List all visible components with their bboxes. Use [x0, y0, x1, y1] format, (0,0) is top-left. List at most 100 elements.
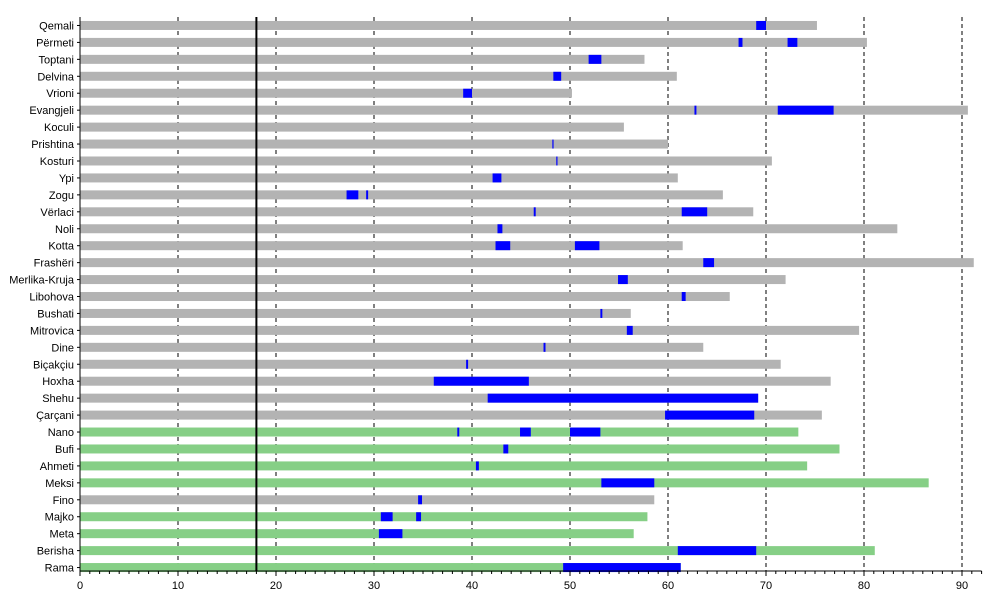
row-label: Meksi	[45, 478, 74, 490]
bar-highlight-segment	[703, 258, 715, 268]
bar-row-frasheri	[80, 258, 974, 268]
bar-highlight-segment	[433, 376, 529, 386]
bar-base	[80, 105, 968, 115]
bar-row-majko	[80, 512, 648, 522]
bar-highlight-segment	[563, 563, 681, 573]
bar-base	[80, 54, 645, 64]
row-labels: Qemali Përmeti Toptani Delvina Vrioni Evangje…	[9, 20, 75, 574]
bar-highlight-segment	[556, 156, 558, 166]
bar-highlight-segment	[492, 173, 502, 183]
row-label: Merlika-Kruja	[9, 275, 75, 287]
bar-row-zogu	[80, 190, 723, 200]
bar-row-permeti	[80, 37, 867, 47]
bar-base	[80, 308, 631, 318]
bar-row-dine	[80, 342, 704, 352]
bar-row-ahmeti	[80, 461, 808, 471]
bar-base	[80, 88, 572, 98]
row-label: Prishtina	[31, 139, 75, 151]
bar-base	[80, 512, 648, 522]
bar-row-meta	[80, 529, 634, 539]
bar-highlight-segment	[618, 275, 628, 285]
bar-highlight-segment	[681, 292, 686, 302]
row-label: Bufi	[55, 444, 74, 456]
bar-highlight-segment	[520, 427, 531, 437]
row-label: Çarçani	[36, 410, 74, 422]
bar-highlight-segment	[787, 37, 798, 47]
bar-highlight-segment	[570, 427, 601, 437]
bar-highlight-segment	[756, 20, 766, 30]
bar-highlight-segment	[366, 190, 369, 200]
bar-highlight-segment	[466, 359, 469, 369]
bar-base	[80, 241, 683, 251]
bar-base	[80, 37, 867, 47]
bar-highlight-segment	[495, 241, 511, 251]
row-label: Frashëri	[34, 258, 74, 270]
row-label: Toptani	[39, 54, 74, 66]
row-label: Ypi	[59, 173, 74, 185]
x-tick-label: 30	[368, 580, 380, 592]
bar-base	[80, 275, 786, 285]
bar-base	[80, 292, 730, 302]
bar-base	[80, 156, 772, 166]
bar-highlight-segment	[543, 342, 546, 352]
x-tick-label: 20	[270, 580, 282, 592]
x-tick-label: 60	[662, 580, 674, 592]
row-label: Delvina	[37, 71, 75, 83]
row-label: Koculi	[44, 122, 74, 134]
x-tick-label: 80	[858, 580, 870, 592]
bar-row-kosturi	[80, 156, 772, 166]
bar-highlight-segment	[346, 190, 359, 200]
row-label: Fino	[53, 495, 74, 507]
bar-highlight-segment	[677, 546, 757, 556]
bar-base	[80, 122, 624, 132]
bar-base	[80, 393, 759, 403]
bar-highlight-segment	[487, 393, 759, 403]
row-label: Libohova	[29, 292, 75, 304]
bar-row-libohova	[80, 292, 730, 302]
bar-row-noli	[80, 224, 898, 234]
bar-base	[80, 529, 634, 539]
bar-row-vrioni	[80, 88, 572, 98]
row-label: Përmeti	[36, 37, 74, 49]
bar-highlight-segment	[600, 308, 603, 318]
bar-base	[80, 563, 681, 573]
bar-row-rama	[80, 563, 681, 573]
row-label: Mitrovica	[30, 325, 75, 337]
x-tick-label: 90	[956, 580, 968, 592]
bar-highlight-segment	[503, 444, 509, 454]
bar-base	[80, 71, 677, 81]
bar-row-shehu	[80, 393, 759, 403]
bar-highlight-segment	[588, 54, 602, 64]
bar-highlight-segment	[378, 529, 403, 539]
bar-highlight-segment	[738, 37, 743, 47]
row-label: Zogu	[49, 190, 74, 202]
bar-base	[80, 495, 655, 505]
bar-row-bushati	[80, 308, 631, 318]
bar-highlight-segment	[475, 461, 479, 471]
bar-highlight-segment	[553, 71, 562, 81]
bar-highlight-segment	[457, 427, 460, 437]
row-label: Qemali	[39, 20, 74, 32]
x-tick-label: 50	[564, 580, 576, 592]
row-label: Majko	[45, 512, 74, 524]
bar-row-verlaci	[80, 207, 754, 217]
bar-base	[80, 173, 678, 183]
bar-row-meksi	[80, 478, 929, 488]
bar-highlight-segment	[416, 512, 422, 522]
bar-highlight-segment	[463, 88, 472, 98]
bar-highlight-segment	[665, 410, 755, 420]
row-label: Vërlaci	[40, 207, 74, 219]
bar-base	[80, 207, 754, 217]
bar-highlight-segment	[418, 495, 423, 505]
bar-row-bufi	[80, 444, 840, 454]
row-label: Kosturi	[40, 156, 74, 168]
bar-row-evangjeli	[80, 105, 968, 115]
row-label: Vrioni	[46, 88, 74, 100]
bar-row-prishtina	[80, 139, 668, 149]
row-label: Ahmeti	[40, 461, 74, 473]
bar-highlight-segment	[552, 139, 554, 149]
bar-highlight-segment	[681, 207, 708, 217]
bar-base	[80, 359, 781, 369]
bar-row-koculi	[80, 122, 624, 132]
bar-row-merlika-kruja	[80, 275, 786, 285]
